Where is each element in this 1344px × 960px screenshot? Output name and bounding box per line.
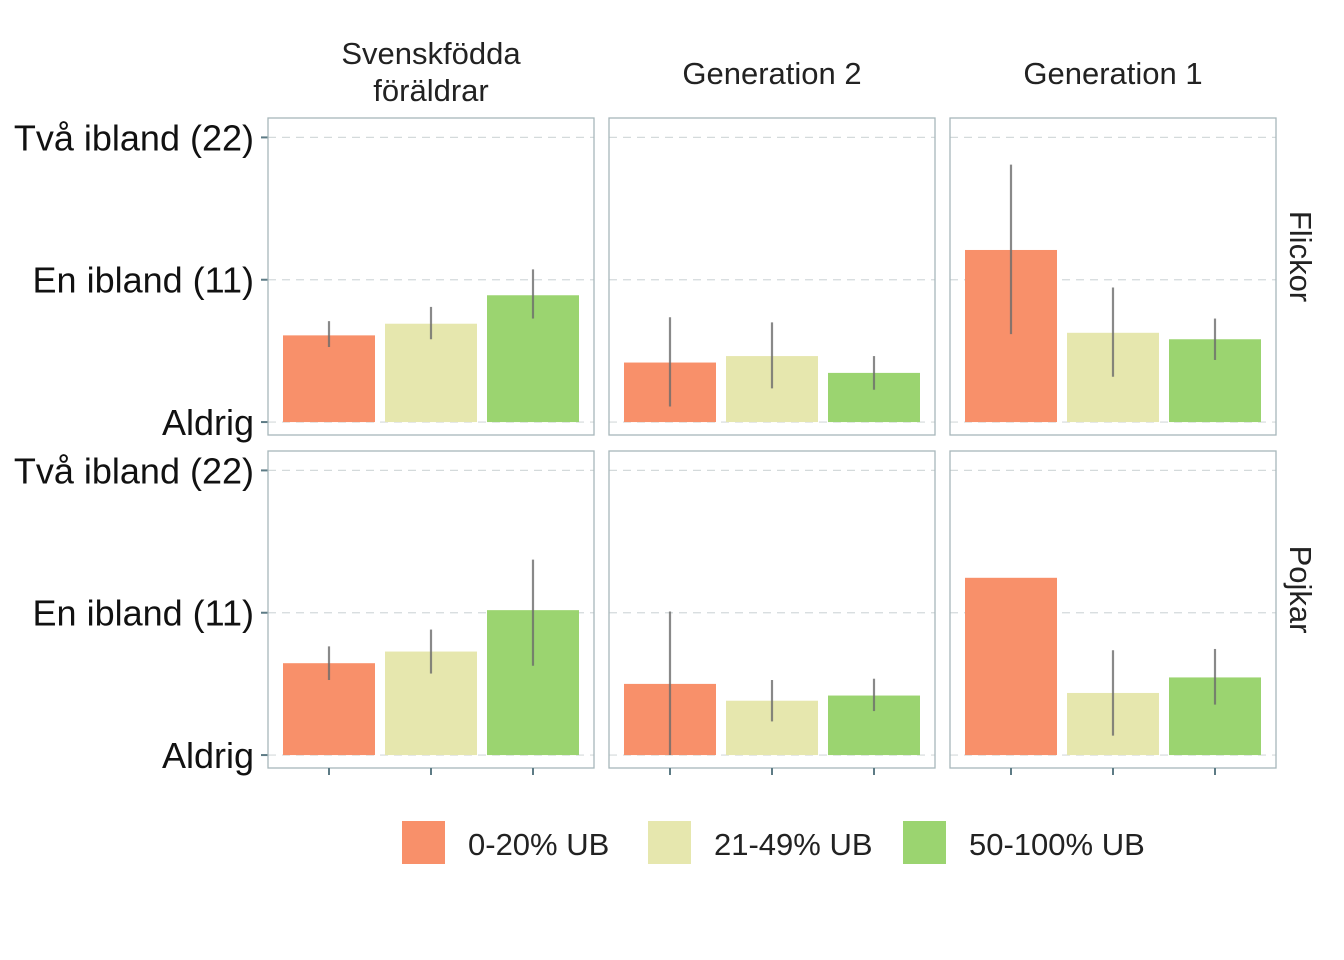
column-strip-label-line: föräldrar — [373, 73, 488, 108]
legend-swatch — [402, 821, 445, 864]
row-strip-label: Flickor — [1283, 211, 1318, 302]
panel-border — [267, 117, 595, 436]
y-tick-label: Två ibland (22) — [14, 117, 254, 158]
bar — [385, 323, 477, 423]
y-tick-label: Aldrig — [162, 402, 254, 443]
legend-label: 50-100% UB — [969, 827, 1145, 862]
y-tick-label: Aldrig — [162, 735, 254, 776]
column-strip-label: Svenskfödda föräldrar — [341, 36, 521, 108]
legend-swatch — [903, 821, 946, 864]
y-tick-label: En ibland (11) — [33, 593, 254, 634]
bar — [965, 577, 1057, 756]
panel-border — [608, 117, 936, 436]
bar — [283, 335, 375, 423]
y-tick-label: En ibland (11) — [33, 260, 254, 301]
column-strip-label: Generation 1 — [1023, 56, 1202, 91]
row-strip-label: Pojkar — [1283, 546, 1318, 634]
y-tick-label: Två ibland (22) — [14, 450, 254, 491]
column-strip-label: Generation 2 — [682, 56, 861, 91]
legend-swatch — [648, 821, 691, 864]
legend-label: 21-49% UB — [714, 827, 873, 862]
legend-label: 0-20% UB — [468, 827, 609, 862]
column-strip-label-line: Svenskfödda — [341, 36, 521, 71]
panel-border — [949, 117, 1277, 436]
